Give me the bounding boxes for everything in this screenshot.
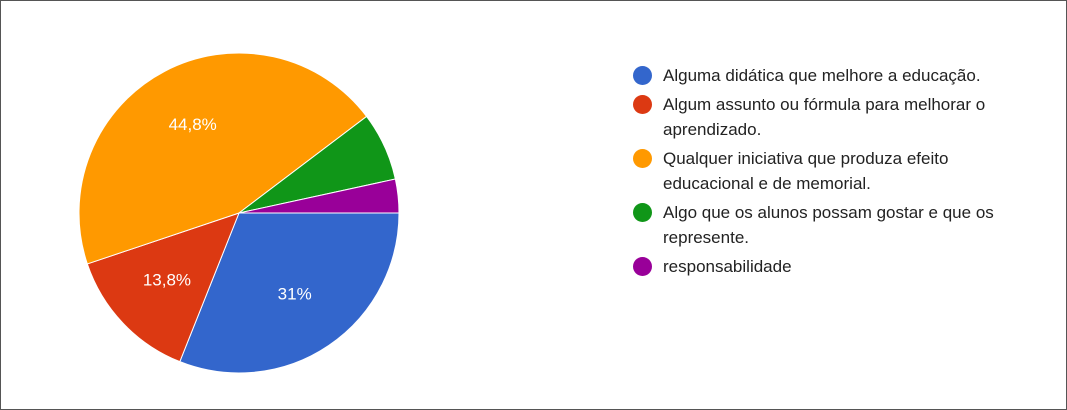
legend-item: responsabilidade xyxy=(633,254,1033,279)
legend-swatch xyxy=(633,257,652,276)
legend: Alguma didática que melhore a educação. A… xyxy=(633,63,1033,283)
legend-label: Algum assunto ou fórmula para melhorar o… xyxy=(663,95,986,139)
pie-slice xyxy=(78,52,368,265)
data-label: 13,8% xyxy=(143,271,191,290)
legend-swatch xyxy=(633,66,652,85)
legend-swatch xyxy=(633,95,652,114)
pie-slice xyxy=(86,212,240,363)
legend-item: Alguma didática que melhore a educação. xyxy=(633,63,1033,88)
legend-label: Qualquer iniciativa que produza efeito e… xyxy=(663,149,949,193)
legend-item: Algo que os alunos possam gostar e que o… xyxy=(633,200,1033,250)
data-label: 31% xyxy=(278,285,312,304)
legend-item: Algum assunto ou fórmula para melhorar o… xyxy=(633,92,1033,142)
legend-item: Qualquer iniciativa que produza efeito e… xyxy=(633,146,1033,196)
legend-label: responsabilidade xyxy=(663,257,792,276)
pie-slice xyxy=(238,178,400,214)
legend-swatch xyxy=(633,149,652,168)
pie-slice xyxy=(179,212,400,374)
legend-label: Alguma didática que melhore a educação. xyxy=(663,66,981,85)
data-label: 44,8% xyxy=(169,115,217,134)
legend-swatch xyxy=(633,203,652,222)
legend-label: Algo que os alunos possam gostar e que o… xyxy=(663,203,994,247)
